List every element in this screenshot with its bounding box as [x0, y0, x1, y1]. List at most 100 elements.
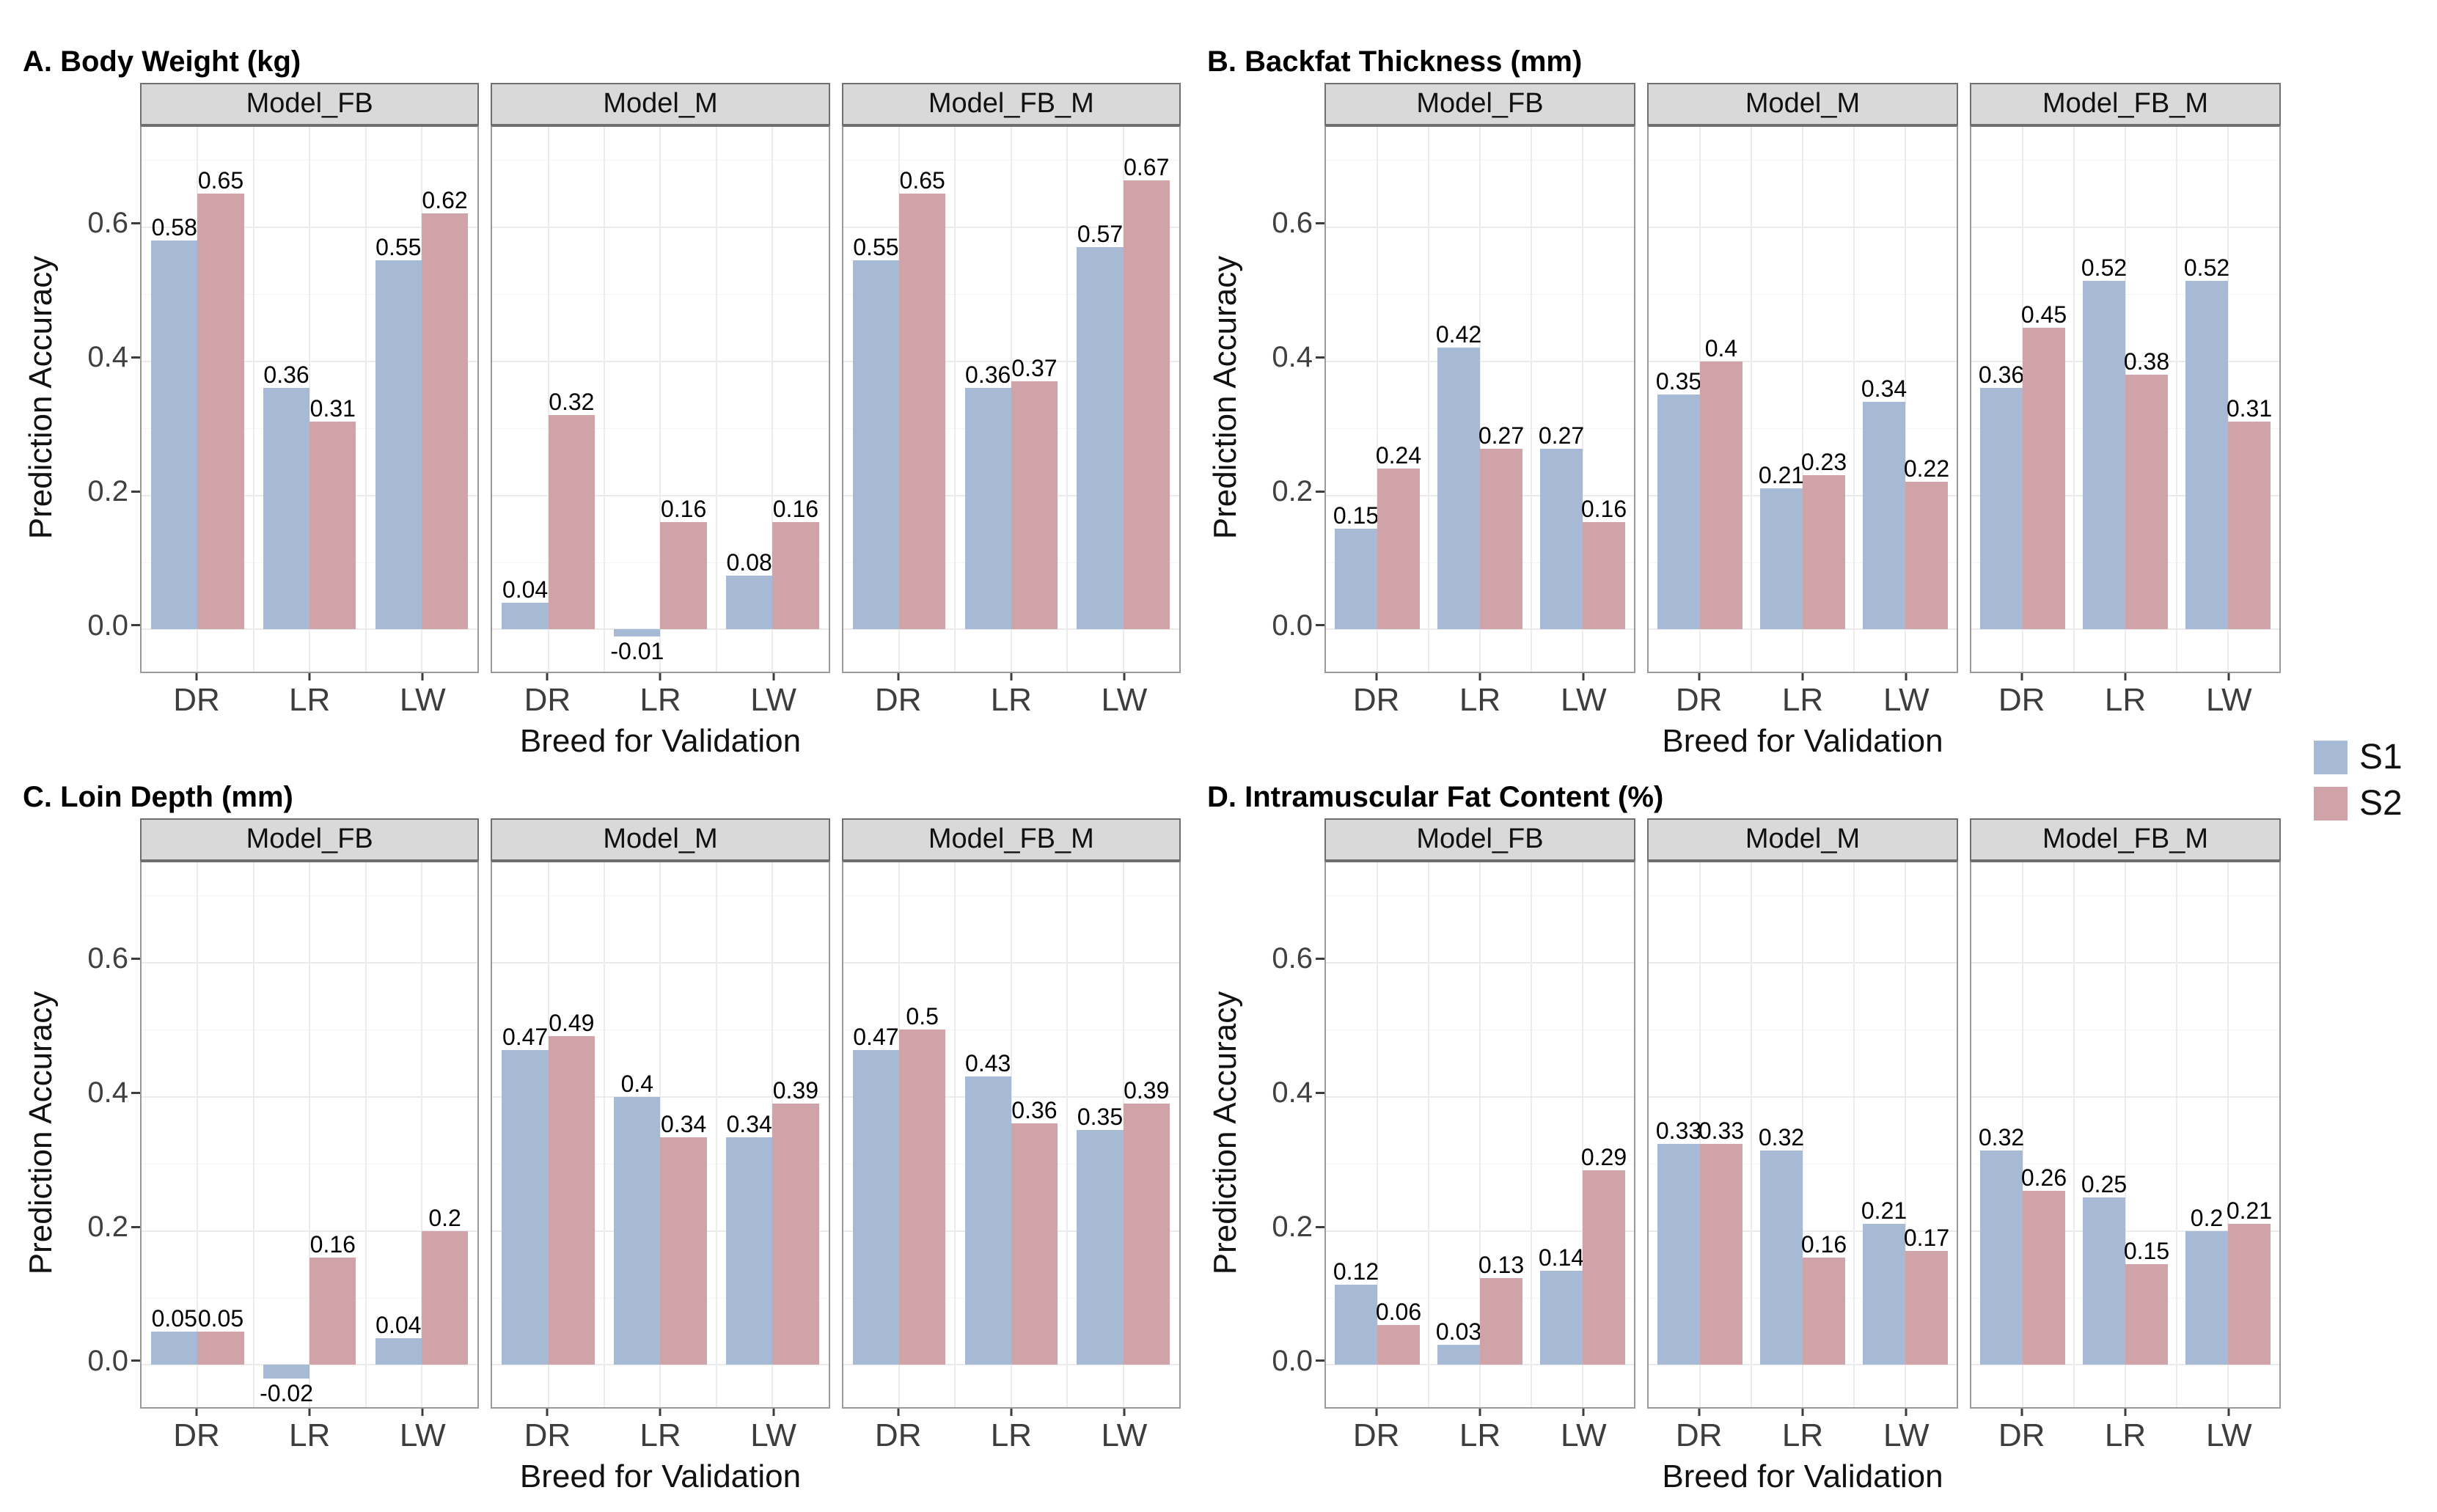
- bar-s1: [375, 260, 422, 630]
- y-tick-mark: [131, 1359, 140, 1362]
- gridline-v: [547, 126, 549, 672]
- gridline-v: [659, 126, 662, 672]
- bar-value-label: 0.32: [549, 388, 595, 415]
- gridline-v: [2125, 862, 2126, 1407]
- x-tick-label: DR: [1998, 681, 2045, 718]
- bar-s1: [151, 1331, 198, 1365]
- x-labels-row: DR LR LW: [842, 1408, 1181, 1455]
- bar-value-label: 0.55: [375, 234, 422, 261]
- panel-body: Prediction Accuracy 0.0 0.2 0.4 0.6 Model_F…: [18, 818, 1181, 1455]
- y-tick-label: 0.0: [87, 609, 128, 642]
- x-axis-title: Breed for Validation: [1662, 1458, 1943, 1494]
- x-tick-label: DR: [1675, 1417, 1723, 1453]
- gridline-v: [2073, 862, 2075, 1407]
- facet-strip: Model_FB: [140, 818, 480, 861]
- bar-s2: [1905, 482, 1948, 630]
- x-axis-title: Breed for Validation: [519, 1458, 802, 1494]
- y-axis-ticks: 0.0 0.2 0.4 0.6: [64, 818, 140, 1455]
- x-tick-mark: [1375, 672, 1378, 680]
- y-axis-title: Prediction Accuracy: [1207, 991, 1243, 1275]
- facet-model_fb: Model_FB 0.12 0.03 0.14 0.06 0.13 0.29 DR LR LW: [1324, 818, 1635, 1455]
- x-tick-mark: [2020, 672, 2023, 680]
- x-tick-mark: [546, 672, 549, 680]
- x-tick-mark: [195, 672, 198, 680]
- x-tick-mark: [421, 1408, 424, 1416]
- x-tick-mark: [308, 1408, 311, 1416]
- gridline-v: [1581, 862, 1583, 1407]
- legend-label: S2: [2359, 784, 2403, 823]
- x-labels-row: DR LR LW: [1324, 672, 1635, 719]
- x-tick-mark: [421, 672, 424, 680]
- plot-area: 0.55 0.36 0.57 0.65 0.37 0.67: [841, 125, 1181, 673]
- y-tick-mark: [1316, 624, 1324, 627]
- bar-s2: [1123, 180, 1170, 630]
- bar-s2: [1583, 522, 1625, 630]
- gridline-v: [309, 862, 311, 1407]
- x-tick-label: LR: [2104, 681, 2147, 718]
- x-tick-label: LR: [289, 1417, 331, 1453]
- y-axis-ticks: 0.0 0.2 0.4 0.6: [1248, 83, 1324, 719]
- bar-s2: [421, 1230, 469, 1365]
- bar-value-label: 0.16: [1800, 1231, 1847, 1258]
- bar-value-label: 0.37: [1011, 355, 1058, 382]
- facet-strip-label: Model_FB_M: [2042, 823, 2208, 855]
- x-tick-mark: [2227, 1408, 2230, 1416]
- facet-model_fb_m: Model_FB_M 0.36 0.52 0.52 0.45 0.38 0.31 DR LR LW: [1970, 83, 2281, 719]
- x-tick-mark: [772, 672, 775, 680]
- bar-value-label: 0.47: [853, 1023, 899, 1050]
- y-tick-mark: [131, 490, 140, 493]
- bar-s2: [1699, 1143, 1742, 1365]
- bar-value-label: 0.05: [197, 1304, 244, 1332]
- gridline-v: [1802, 126, 1803, 672]
- y-tick-mark: [131, 1091, 140, 1094]
- gridline-v: [2176, 126, 2177, 672]
- gridline-v: [715, 126, 717, 672]
- bar-value-label: 0.43: [965, 1050, 1011, 1077]
- y-tick-label: 0.2: [1272, 1211, 1313, 1244]
- bar-value-label: 0.2: [428, 1204, 461, 1231]
- x-labels-row: DR LR LW: [140, 672, 479, 719]
- facet-strip: Model_M: [1647, 83, 1958, 125]
- gridline-v: [1427, 126, 1429, 672]
- bar-value-label: 0.05: [151, 1304, 197, 1332]
- facet-model_fb_m: Model_FB_M 0.32 0.25 0.2 0.26 0.15 0.21 DR LR LW: [1970, 818, 2281, 1455]
- bar-s2: [548, 1036, 595, 1365]
- panel-title: B. Backfat Thickness (mm): [1207, 45, 1583, 78]
- bar-value-label: 0.38: [2123, 348, 2170, 375]
- x-tick-label: LW: [1560, 1417, 1607, 1453]
- x-tick-mark: [659, 1408, 662, 1416]
- y-tick-mark: [1316, 957, 1324, 960]
- facet-model_m: Model_M 0.47 0.4 0.34 0.49 0.34 0.39 DR LR LW: [491, 818, 830, 1455]
- panel-loin-depth: C. Loin Depth (mm) Prediction Accuracy 0…: [18, 776, 1181, 1499]
- facet-model_fb: Model_FB 0.15 0.42 0.27 0.24 0.27 0.16 DR LR LW: [1324, 83, 1635, 719]
- bar-value-label: 0.16: [660, 496, 707, 523]
- bar-s1: [1657, 1143, 1700, 1365]
- bar-value-label: 0.33: [1698, 1117, 1745, 1144]
- y-tick-mark: [1316, 1225, 1324, 1228]
- x-tick-label: LR: [990, 1417, 1032, 1453]
- x-tick-mark: [2124, 1408, 2127, 1416]
- facet-strip-label: Model_M: [1745, 823, 1861, 855]
- x-tick-label: LW: [2205, 681, 2252, 718]
- gridline-v: [954, 862, 956, 1407]
- gridline-v: [604, 862, 606, 1407]
- legend-label: S1: [2359, 738, 2403, 777]
- bar-value-label: 0.14: [1538, 1244, 1585, 1271]
- x-axis-title: Breed for Validation: [1662, 723, 1943, 759]
- legend-swatch-s1-icon: [2314, 740, 2348, 774]
- gridline-v: [2022, 862, 2023, 1407]
- x-tick-label: LR: [1459, 1417, 1501, 1453]
- bar-value-label: 0.15: [2123, 1238, 2170, 1265]
- y-tick-label: 0.0: [87, 1344, 128, 1377]
- bar-s1: [263, 1365, 310, 1379]
- gridline-v: [197, 862, 199, 1407]
- facet-strip: Model_M: [491, 818, 830, 861]
- bar-value-label: 0.55: [853, 234, 899, 261]
- bar-s1: [964, 388, 1011, 630]
- bar-value-label: 0.65: [197, 166, 244, 194]
- x-tick-mark: [897, 672, 900, 680]
- x-tick-label: LR: [289, 681, 331, 718]
- plot-area: 0.35 0.21 0.34 0.4 0.23 0.22: [1647, 125, 1958, 673]
- facet-strip: Model_FB_M: [1970, 818, 2281, 861]
- y-axis-title: Prediction Accuracy: [23, 991, 59, 1275]
